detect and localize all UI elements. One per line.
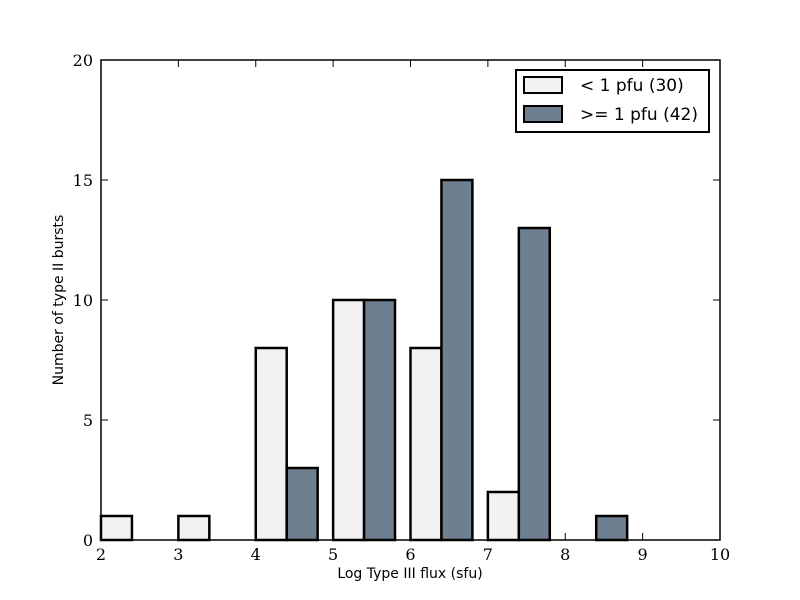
x-axis-label: Log Type III flux (sfu)	[337, 566, 482, 582]
legend-label-high: >= 1 pfu (42)	[580, 105, 698, 125]
x-tick-label: 3	[173, 545, 183, 564]
bar-series1-bin1	[99, 514, 134, 542]
ticks-layer: 2 3 4 5 6 7 8 9 10 0 5 10 15 20	[73, 51, 731, 564]
x-tick-label: 9	[638, 545, 648, 564]
y-tick-label: 20	[73, 51, 93, 70]
legend-swatch-high	[523, 105, 563, 123]
x-tick-label: 10	[710, 545, 730, 564]
bar-series1-bin4	[331, 298, 366, 542]
bar-series1-bin5	[409, 346, 443, 542]
bar-series2-bin6	[517, 226, 552, 542]
x-tick-label: 8	[560, 545, 570, 564]
bar-series2-bin4	[362, 298, 397, 542]
y-tick-label: 0	[83, 531, 93, 550]
bar-series2-bin5	[440, 178, 474, 542]
y-tick-label: 10	[73, 291, 93, 310]
x-tick-label: 6	[405, 545, 415, 564]
bar-series1-bin6	[486, 490, 521, 542]
y-axis-label: Number of type II bursts	[51, 215, 67, 386]
y-tick-label: 15	[73, 171, 93, 190]
bar-series2-bin3	[285, 466, 319, 542]
bar-series1-bin2	[177, 514, 211, 542]
x-tick-label: 4	[251, 545, 261, 564]
x-tick-label: 7	[483, 545, 493, 564]
bars-layer	[99, 178, 629, 542]
bar-series1-bin3	[254, 346, 288, 542]
y-tick-label: 5	[83, 411, 93, 430]
x-tick-label: 5	[328, 545, 338, 564]
legend: < 1 pfu (30) >= 1 pfu (42)	[515, 69, 710, 133]
legend-label-low: < 1 pfu (30)	[580, 76, 684, 96]
x-tick-label: 2	[96, 545, 106, 564]
bar-series2-bin7	[594, 514, 629, 542]
legend-swatch-low	[523, 76, 563, 94]
